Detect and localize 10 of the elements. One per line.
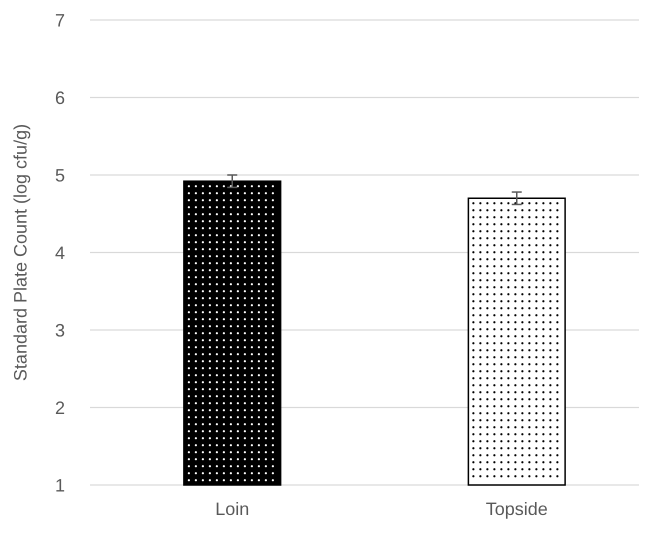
y-tick-label: 6 <box>54 88 66 108</box>
y-tick-label: 3 <box>54 320 66 340</box>
y-axis-title: Standard Plate Count (log cfu/g) <box>10 124 30 382</box>
y-tick-label: 2 <box>54 398 66 418</box>
y-tick-label: 4 <box>54 242 66 263</box>
y-tick-label: 1 <box>54 475 66 496</box>
x-tick-label: Loin <box>215 499 250 519</box>
x-tick-label: Topside <box>486 499 548 519</box>
y-tick-label: 7 <box>54 10 66 30</box>
y-tick-label: 5 <box>54 165 66 186</box>
